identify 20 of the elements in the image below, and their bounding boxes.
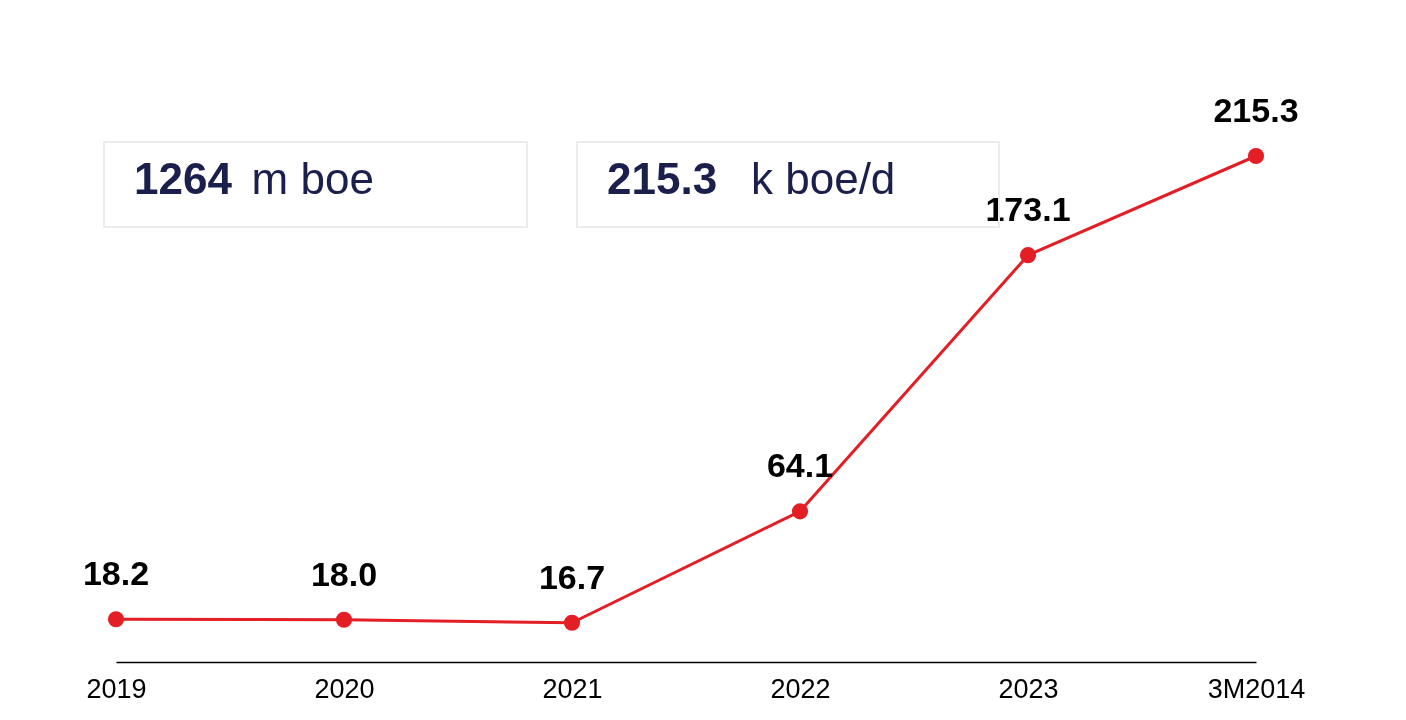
data-label: 64.1 [766,446,834,485]
annotation: 215.3 k boe/d [607,154,896,203]
x-tick-label: 2019 [86,673,147,704]
point [791,503,809,520]
x-tick-label: 3M2014 [1207,673,1306,704]
x-tick-label: 2020 [314,673,375,704]
data-label: 18.0 [310,554,378,593]
annotation: 1264 m boe [134,154,374,203]
x-tick-label: 2023 [998,673,1059,704]
point [1247,147,1265,165]
point [335,611,353,628]
x-tick-label: 2021 [542,673,603,704]
point [563,614,581,631]
point [107,611,125,628]
data-label: 215.3 [1213,91,1299,129]
data-label: 16.7 [538,557,606,596]
x-tick-label: 2022 [770,673,831,704]
data-label: 173.1 [985,190,1071,229]
point [1019,247,1037,264]
data-label: 18.2 [82,554,150,593]
